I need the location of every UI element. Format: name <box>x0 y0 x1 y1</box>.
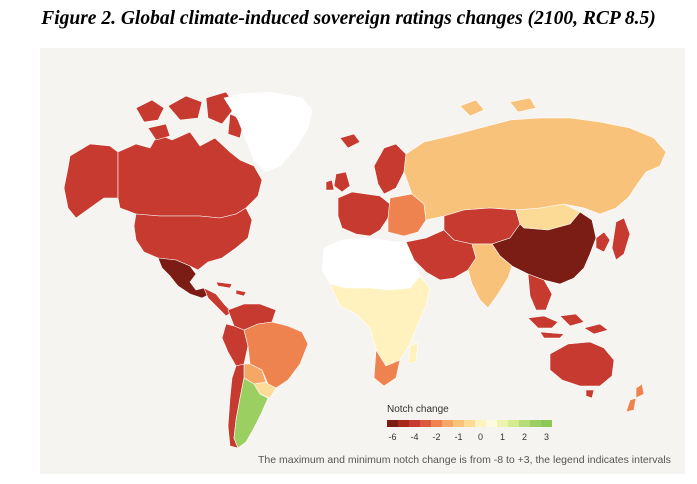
region-india: Middle East <box>467 243 513 309</box>
region-canada-islands: Canada <box>135 91 245 141</box>
region-southeast-asia: Southeast Asia <box>527 273 553 311</box>
legend-swatch <box>475 420 486 427</box>
region-western-europe: Western Europe <box>337 191 391 237</box>
figure-title: Figure 2. Global climate-induced soverei… <box>41 8 656 29</box>
region-indonesia: Indonesia <box>527 313 609 339</box>
region-argentina: Argentina <box>233 377 269 449</box>
region-japan-korea: Japan / Korea <box>595 217 631 261</box>
legend-tick-label: 0 <box>477 432 483 442</box>
legend-tick-label: -6 <box>388 432 397 442</box>
legend: Notch change -6 -4 -2 -1 0 1 2 3 <box>387 404 587 444</box>
legend-swatch <box>541 420 552 427</box>
region-iceland: Iceland <box>339 133 361 149</box>
region-new-zealand: New Zealand <box>625 383 645 413</box>
legend-tick-label: -2 <box>432 432 441 442</box>
legend-swatch <box>497 420 508 427</box>
legend-swatch <box>442 420 453 427</box>
legend-swatch <box>420 420 431 427</box>
legend-swatch <box>398 420 409 427</box>
legend-swatch <box>431 420 442 427</box>
region-sub-saharan-africa: Sub-Saharan Africa <box>329 275 431 367</box>
legend-tick-label: -4 <box>410 432 419 442</box>
legend-tick-label: 3 <box>543 432 549 442</box>
legend-swatch <box>409 420 420 427</box>
region-russia-islands: Russia <box>459 97 537 117</box>
region-central-america: Central America <box>203 287 233 317</box>
footnote: The maximum and minimum notch change is … <box>258 454 671 466</box>
region-australia: Australia <box>549 341 615 387</box>
region-greenland: Greenland <box>223 91 313 173</box>
region-tasmania: Australia <box>585 389 595 399</box>
region-china: China <box>491 211 597 285</box>
region-scandinavia: Scandinavia <box>373 143 407 195</box>
legend-swatch <box>464 420 475 427</box>
legend-tick-label: 1 <box>499 432 505 442</box>
legend-tick-label: -1 <box>454 432 463 442</box>
legend-tick-label: 2 <box>521 432 527 442</box>
region-caribbean: Central America <box>215 281 247 297</box>
region-madagascar: Sub-Saharan Africa <box>407 341 419 365</box>
legend-swatch <box>508 420 519 427</box>
region-uk-ireland: Western Europe <box>325 171 351 193</box>
map-panel: Alaska Canada Canada United States Green… <box>40 48 685 474</box>
legend-swatch <box>530 420 541 427</box>
region-north-africa: North Africa <box>321 237 421 291</box>
region-alaska: Alaska <box>63 143 119 219</box>
region-russia: Russia <box>403 117 667 221</box>
region-canada: Canada <box>117 131 263 219</box>
legend-swatch <box>387 420 398 427</box>
region-united-states: United States <box>133 207 253 271</box>
legend-title: Notch change <box>387 404 449 415</box>
world-map: Alaska Canada Canada United States Green… <box>63 91 667 449</box>
region-south-africa: South Africa <box>373 349 401 387</box>
legend-swatch <box>486 420 497 427</box>
legend-swatch <box>453 420 464 427</box>
legend-swatch <box>519 420 530 427</box>
